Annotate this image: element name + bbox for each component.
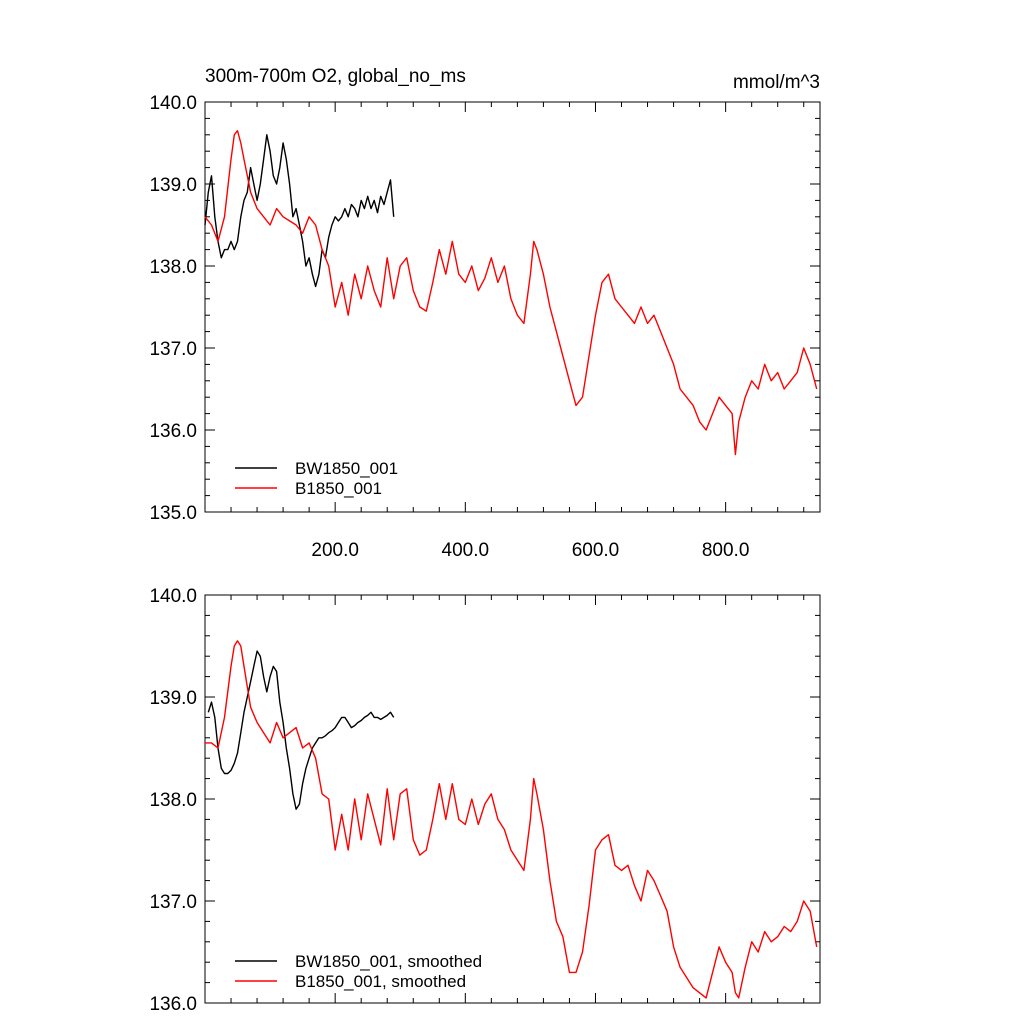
x-tick-label: 200.0 (311, 540, 359, 561)
series-line-1 (205, 640, 818, 999)
y-tick-label: 137.0 (149, 339, 197, 360)
panel-top: 135.0 136.0 137.0 138.0 139.0 140.0 200.0 400.0… (149, 66, 821, 561)
legend-label: BW1850_001, smoothed (295, 952, 482, 971)
y-tick-label: 136.0 (149, 421, 197, 442)
y-tick-label: 140.0 (149, 93, 197, 114)
x-tick-label: 400.0 (442, 540, 490, 561)
y-tick-label: 135.0 (149, 503, 197, 524)
x-tick-label: 800.0 (702, 540, 750, 561)
y-tick-label: 139.0 (149, 175, 197, 196)
y-tick-label: 136.0 (149, 994, 197, 1015)
units-label: mmol/m^3 (733, 72, 820, 93)
panel-bottom: 136.0 137.0 138.0 139.0 140.0 BW1850_001, smo… (149, 586, 821, 1015)
y-tick-label: 140.0 (149, 586, 197, 607)
chart-title: 300m-700m O2, global_no_ms (205, 66, 466, 87)
series-line-0 (204, 134, 395, 288)
y-tick-label: 137.0 (149, 892, 197, 913)
x-tick-label: 600.0 (572, 540, 620, 561)
plot-frame (204, 594, 821, 1004)
legend-label: B1850_001, smoothed (295, 972, 466, 991)
y-tick-label: 138.0 (149, 257, 197, 278)
legend-label: BW1850_001 (295, 459, 398, 478)
legend-label: B1850_001 (295, 479, 382, 498)
series-line-0 (207, 650, 395, 810)
series-line-1 (204, 129, 818, 456)
y-tick-label: 138.0 (149, 790, 197, 811)
plot-frame (204, 101, 821, 513)
y-tick-label: 139.0 (149, 688, 197, 709)
